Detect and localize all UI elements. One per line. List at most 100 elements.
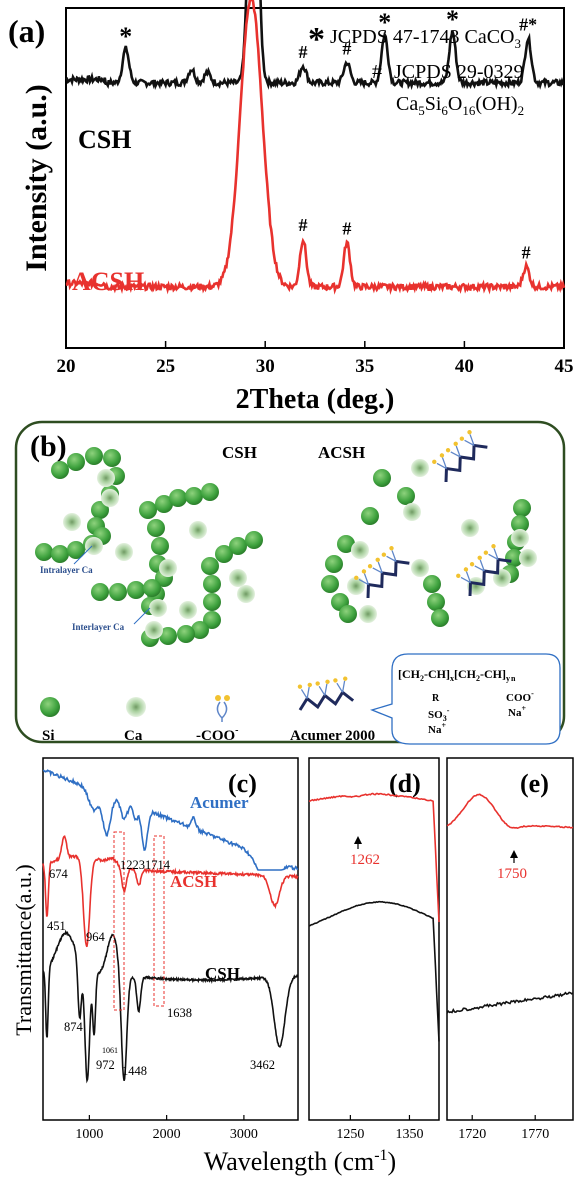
legend-coo-label: -COO-	[196, 725, 239, 744]
intralayer-ca-label: Intralayer Ca	[40, 565, 93, 575]
schematic-spheres	[35, 447, 537, 647]
ca-sphere	[511, 529, 529, 547]
ftir-label-acsh: ACSH	[170, 872, 217, 891]
legend-ca-sphere	[126, 697, 146, 717]
ca-sphere	[63, 513, 81, 531]
legend-jcpds-29: JCPDS 29-0329	[394, 61, 523, 83]
legend-acumer-label: Acumer 2000	[290, 728, 375, 744]
ftir-c-highlight-boxes	[113, 831, 165, 1011]
si-sphere	[85, 447, 103, 465]
series-label-acsh: ACSH	[72, 267, 144, 296]
svg-text:1638: 1638	[167, 1006, 192, 1020]
svg-text:Na+: Na+	[428, 721, 446, 736]
si-sphere	[325, 555, 343, 573]
ca-sphere	[189, 521, 207, 539]
si-sphere	[229, 537, 247, 555]
ftir-c-frame	[42, 757, 299, 1121]
svg-text:674: 674	[49, 867, 69, 881]
si-sphere	[91, 583, 109, 601]
si-sphere	[513, 499, 531, 517]
ca-sphere	[359, 605, 377, 623]
ftir-e-line-csh	[446, 991, 574, 1014]
xrd-x-axis-label: 2Theta (deg.)	[236, 384, 395, 415]
si-sphere	[139, 501, 157, 519]
svg-text:964: 964	[86, 930, 106, 944]
ftir-tick-label: 1250	[336, 1127, 364, 1142]
si-sphere	[397, 487, 415, 505]
legend-caco3: JCPDS 47-1743 CaCO3	[330, 26, 521, 51]
ftir-x-ticks: 1000 2000 3000 1250 1350 1720 1770	[75, 1115, 549, 1142]
ftir-line-acsh	[42, 835, 299, 948]
svg-text:874: 874	[64, 1020, 84, 1034]
si-sphere	[423, 575, 441, 593]
xrd-peak-marker: #	[342, 219, 351, 239]
svg-text:SO3-: SO3-	[428, 706, 450, 723]
xrd-peak-marker: #	[522, 242, 531, 262]
xrd-peak-marker: #	[299, 215, 308, 235]
si-sphere	[51, 545, 69, 563]
xrd-peak-marker: #	[342, 38, 351, 58]
si-sphere	[185, 487, 203, 505]
xrd-peak-marker: #*	[519, 15, 537, 35]
xrd-peak-marker: #	[299, 42, 308, 62]
ftir-tick-label: 2000	[153, 1127, 181, 1142]
si-sphere	[203, 593, 221, 611]
ftir-tick-label: 3000	[230, 1127, 258, 1142]
ftir-d-line-acsh	[308, 792, 440, 923]
svg-text:1714: 1714	[145, 858, 171, 872]
ftir-label-csh: CSH	[205, 964, 240, 983]
xrd-line-csh	[65, 0, 565, 91]
svg-text:1448: 1448	[122, 1064, 147, 1078]
panel-e-label: (e)	[520, 769, 549, 798]
xrd-x-ticks: 20 25 30 35 40 45	[57, 341, 574, 377]
legend-coo-icon	[215, 695, 230, 722]
ftir-charts: (c) (d) (e) 1000 2000 3000 1250 1350 1720 1770…	[11, 757, 574, 1176]
xrd-peak-marker: *	[378, 8, 391, 37]
xrd-peak-marker: *	[119, 22, 132, 51]
svg-text:1061: 1061	[102, 1046, 118, 1055]
svg-text:[CH2-CH]x[CH2-CH]yn: [CH2-CH]x[CH2-CH]yn	[398, 667, 516, 683]
si-sphere	[103, 449, 121, 467]
ftir-d-arrow	[354, 836, 362, 844]
ftir-peak-labels: 1223 1714 674 451 964 874 1061 972 1448 …	[47, 858, 275, 1078]
acumer-chain	[297, 676, 355, 711]
schematic-polymer-chains	[354, 430, 512, 599]
si-sphere	[67, 541, 85, 559]
ftir-e-line-acsh	[446, 793, 574, 830]
ftir-e-peak-label: 1750	[497, 866, 527, 882]
formula-callout	[370, 653, 561, 745]
legend-formula: Ca5Si6O16(OH)2	[396, 93, 524, 118]
legend-star-symbol: *	[308, 21, 325, 58]
legend-hash-symbol: #	[372, 61, 382, 83]
si-sphere	[147, 519, 165, 537]
xrd-tick-label: 40	[455, 356, 474, 377]
si-sphere	[215, 545, 233, 563]
si-sphere	[127, 581, 145, 599]
ca-sphere	[403, 503, 421, 521]
xrd-line-acsh	[65, 0, 566, 295]
ftir-tick-label: 1770	[521, 1127, 549, 1142]
si-sphere	[159, 627, 177, 645]
si-sphere	[511, 515, 529, 533]
ftir-d-frame	[308, 757, 440, 1121]
xrd-y-axis-label: Intensity (a.u.)	[20, 84, 53, 272]
svg-text:R: R	[432, 693, 440, 704]
si-sphere	[155, 495, 173, 513]
si-sphere	[201, 557, 219, 575]
svg-text:1223: 1223	[120, 858, 145, 872]
acumer-formula: [CH2-CH]x[CH2-CH]yn R SO3- Na+ COO- Na+	[398, 667, 534, 736]
si-sphere	[201, 483, 219, 501]
xrd-plot-frame	[65, 7, 565, 349]
si-sphere	[51, 461, 69, 479]
ca-sphere	[159, 559, 177, 577]
panel-a-label: (a)	[8, 13, 45, 49]
ca-sphere	[347, 577, 365, 595]
ftir-y-axis-label: Transmittance(a.u.)	[11, 864, 36, 1035]
ftir-line-csh	[42, 929, 299, 1084]
ca-sphere	[85, 537, 103, 555]
xrd-peak-annotations: *#*##**#*####	[119, 5, 537, 263]
legend-si-label: Si	[42, 728, 55, 744]
ftir-series	[42, 769, 574, 1084]
si-sphere	[431, 609, 449, 627]
si-sphere	[361, 507, 379, 525]
